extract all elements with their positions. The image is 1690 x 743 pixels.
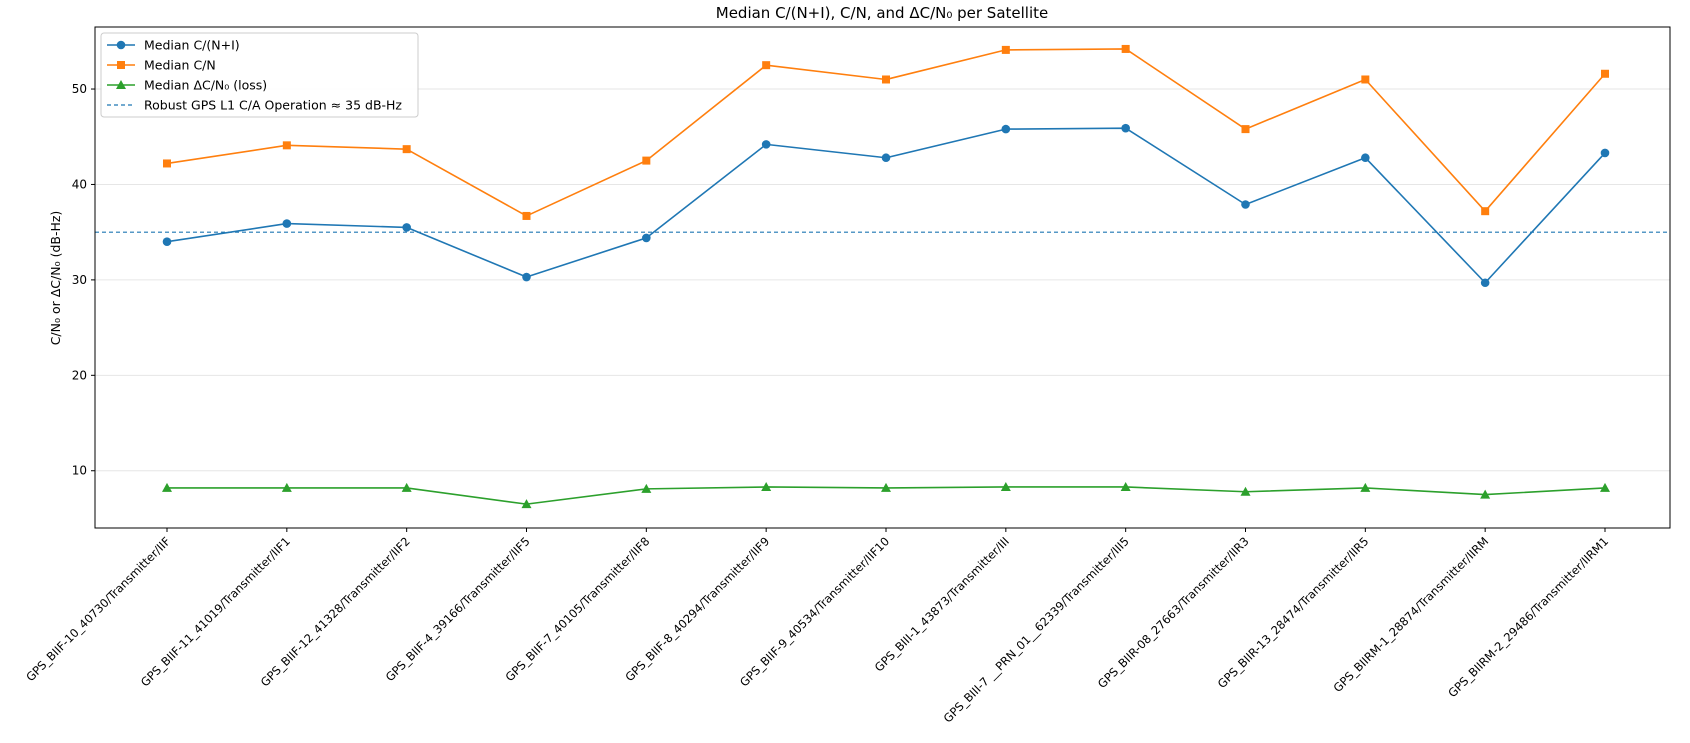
legend-entry: Median ΔC/N₀ (loss) <box>107 78 267 93</box>
data-point <box>881 482 891 492</box>
y-tick-label: 30 <box>72 273 87 287</box>
data-point <box>281 482 292 492</box>
data-point <box>522 272 531 282</box>
legend-entries: Median C/(N+I) Median C/N Median ΔC/N₀ (lo… <box>107 38 402 113</box>
x-tick-label: GPS_BIII-1_43873/Transmitter/III <box>872 534 1012 674</box>
data-point <box>163 159 171 168</box>
y-tick-label: 10 <box>72 464 87 478</box>
data-point <box>1480 489 1491 499</box>
x-tick-label: GPS_BIII-7 __PRN_01__62339/Transmitter/I… <box>941 534 1132 725</box>
data-point <box>116 40 126 50</box>
data-point <box>522 211 531 220</box>
y-tick-label: 20 <box>72 368 87 382</box>
data-point <box>117 61 125 69</box>
data-point <box>881 153 891 163</box>
series-line <box>166 127 1606 284</box>
legend-entry: Robust GPS L1 C/A Operation ≈ 35 dB-Hz <box>107 98 402 113</box>
legend-entry: Median C/(N+I) <box>107 38 240 53</box>
data-point <box>1361 153 1370 163</box>
y-tick-label: 50 <box>72 82 87 96</box>
data-point <box>642 233 651 243</box>
series-1 <box>162 123 1610 288</box>
data-point <box>1600 482 1610 492</box>
data-point <box>402 223 411 232</box>
legend-label: Median C/(N+I) <box>144 38 240 53</box>
x-tick-label: GPS_BIIF-4_39166/Transmitter/IIF5 <box>383 534 533 684</box>
chart-title: Median C/(N+I), C/N, and ΔC/N₀ per Satel… <box>716 4 1049 22</box>
data-point <box>1121 44 1130 53</box>
data-point <box>162 237 172 247</box>
data-point <box>1001 45 1010 54</box>
legend: Median C/(N+I) Median C/N Median ΔC/N₀ (lo… <box>100 32 419 118</box>
data-point <box>162 482 172 492</box>
data-point <box>761 481 772 491</box>
data-point <box>282 141 291 150</box>
data-point <box>1480 278 1490 288</box>
y-axis-ticks: 10 20 30 40 50 <box>72 82 95 478</box>
y-axis-label: C/N₀ or ΔC/N₀ (dB-Hz) <box>48 211 63 346</box>
data-point <box>1121 123 1130 133</box>
legend-label: Median C/N <box>144 58 216 73</box>
data-point <box>1120 481 1131 491</box>
data-point <box>1481 207 1490 216</box>
series-group <box>162 44 1610 509</box>
data-point <box>762 61 771 70</box>
legend-box <box>100 32 419 118</box>
data-point <box>1600 148 1610 158</box>
data-point <box>521 499 532 509</box>
data-point <box>1001 124 1011 134</box>
data-point <box>1241 200 1250 209</box>
data-point <box>761 140 771 149</box>
x-axis-ticks: GPS_BIIF-10_40730/Transmitter/IIF GPS_BII… <box>23 528 1611 725</box>
data-point <box>641 483 652 493</box>
x-tick-label: GPS_BIIF-10_40730/Transmitter/IIF <box>23 534 173 684</box>
data-point <box>642 156 651 165</box>
data-point <box>882 75 890 84</box>
data-point <box>1000 481 1011 491</box>
data-point <box>1601 69 1609 78</box>
data-point <box>116 80 126 89</box>
x-tick-label: GPS_BIIF-8_40294/Transmitter/IIF9 <box>622 534 772 684</box>
data-point <box>1361 75 1370 84</box>
legend-label: Median ΔC/N₀ (loss) <box>144 78 267 93</box>
x-tick-label: GPS_BIIF-7_40105/Transmitter/IIF8 <box>503 534 653 684</box>
series-2 <box>163 44 1609 220</box>
series-3 <box>162 481 1610 509</box>
y-tick-label: 40 <box>72 177 87 191</box>
data-point <box>1241 125 1250 134</box>
plot-area-frame <box>94 26 1671 529</box>
data-point <box>402 145 411 154</box>
data-point <box>401 482 412 492</box>
x-tick-label: GPS_BIIF-9_40534/Transmitter/IIF10 <box>737 534 892 689</box>
data-point <box>1240 486 1251 496</box>
legend-entry: Median C/N <box>107 58 216 73</box>
data-point <box>282 219 292 228</box>
data-point <box>1360 482 1371 492</box>
legend-label: Robust GPS L1 C/A Operation ≈ 35 dB-Hz <box>144 98 402 113</box>
